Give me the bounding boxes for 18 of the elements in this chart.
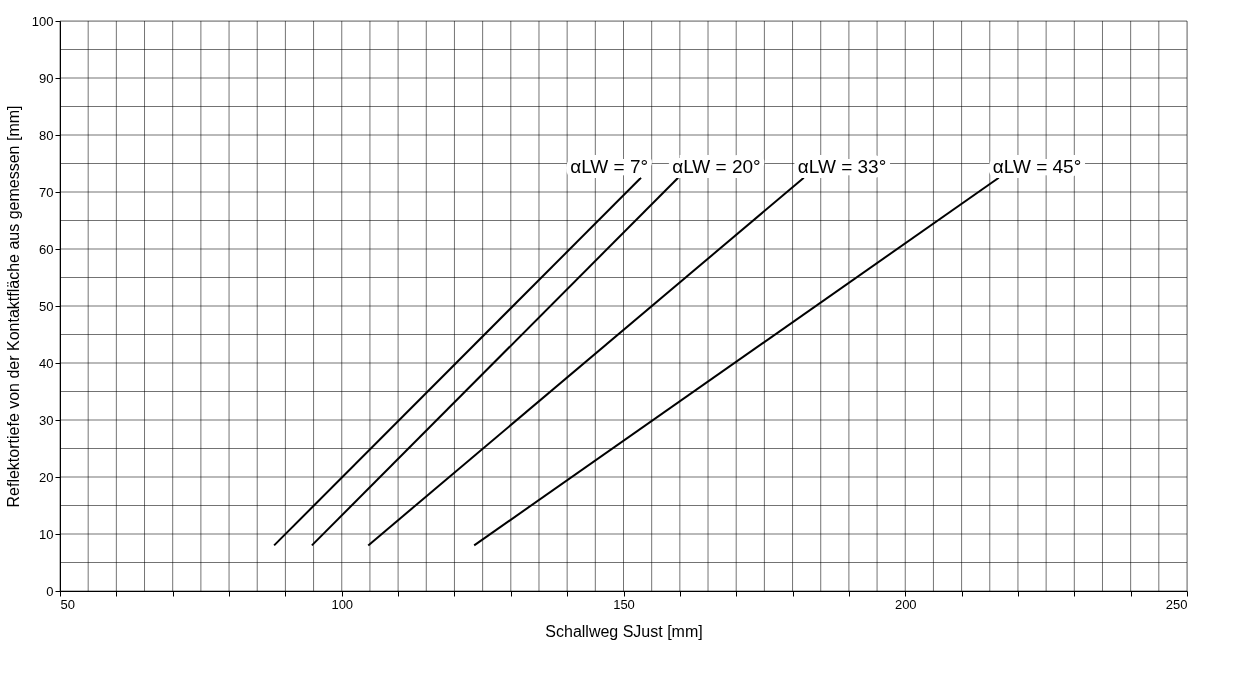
y-tick-label: 0 — [46, 583, 54, 599]
x-tick-label: 100 — [331, 596, 354, 612]
y-tick-label: 40 — [39, 355, 54, 371]
x-tick-label: 250 — [1165, 596, 1188, 612]
x-tick-label: 200 — [894, 596, 917, 612]
y-tick-label: 80 — [39, 127, 54, 143]
y-tick-label: 60 — [39, 241, 54, 257]
y-axis-title: Reflektortiefe von der Kontaktfläche aus gemessen [mm] — [4, 105, 22, 508]
y-tick-label: 70 — [39, 184, 54, 200]
x-tick-label: 50 — [60, 596, 75, 612]
y-tick-label: 20 — [39, 469, 54, 485]
y-tick-label: 30 — [39, 412, 54, 428]
y-tick-label: 90 — [39, 70, 54, 86]
y-tick-label: 10 — [39, 526, 54, 542]
y-tick-label: 50 — [39, 298, 54, 314]
y-tick-label: 100 — [31, 13, 54, 29]
x-axis-title: Schallweg SJust [mm] — [545, 622, 703, 640]
x-tick-label: 150 — [613, 596, 635, 612]
